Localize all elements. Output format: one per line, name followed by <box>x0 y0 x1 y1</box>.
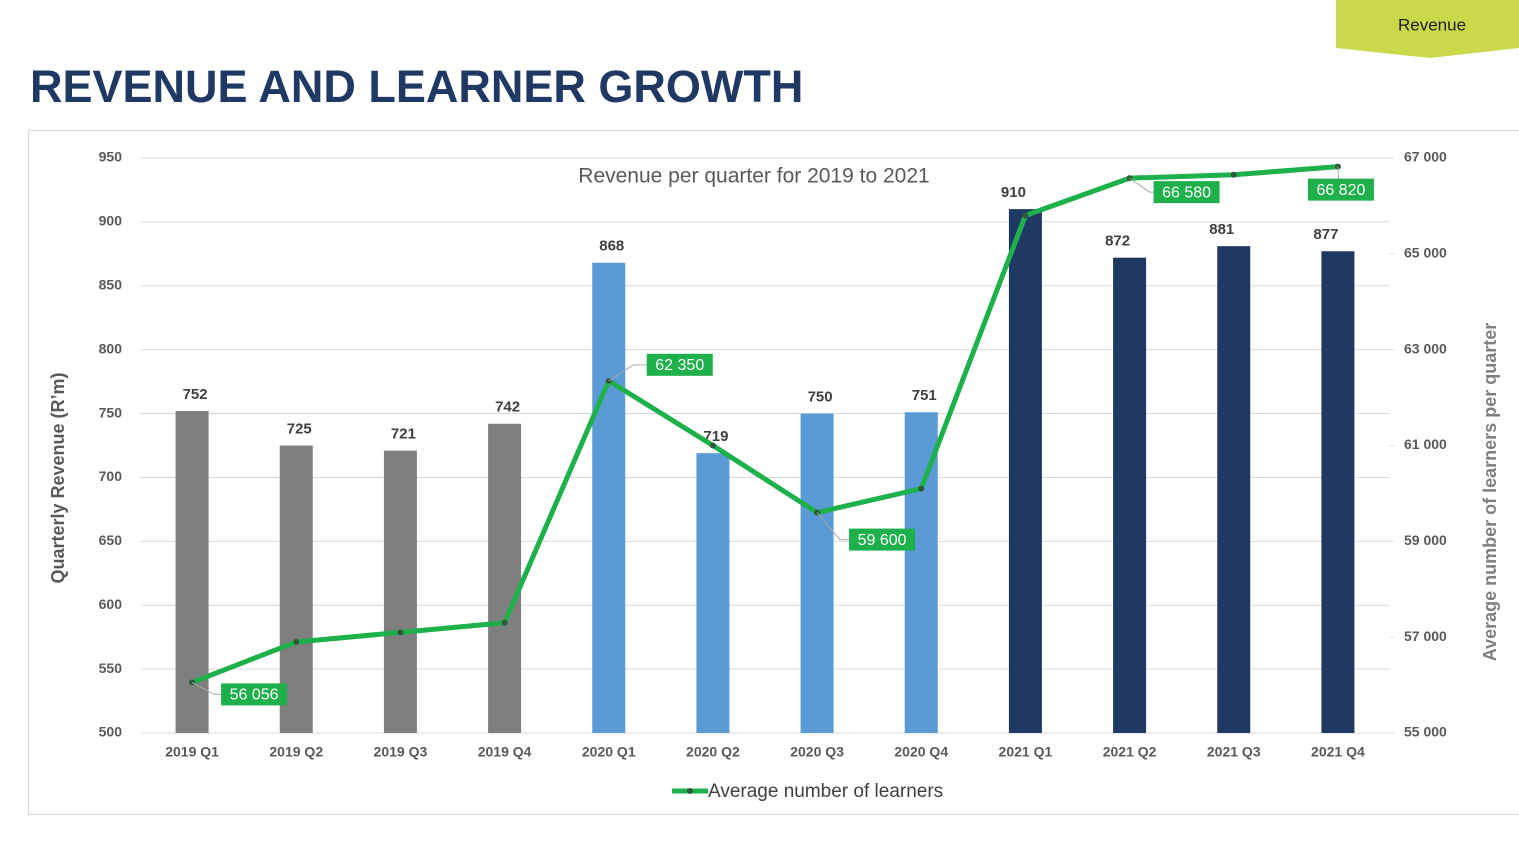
leader-line <box>608 364 650 382</box>
bar <box>383 450 417 733</box>
bar <box>1008 209 1042 734</box>
y-axis-title: Quarterly Revenue (R’m) <box>48 372 68 583</box>
y2-tick-label: 63 000 <box>1404 340 1447 356</box>
x-tick-label: 2021 Q1 <box>999 744 1053 760</box>
y2-tick-label: 57 000 <box>1404 628 1447 644</box>
line-value-label: 62 350 <box>655 357 704 374</box>
y2-tick-label: 55 000 <box>1404 724 1447 740</box>
y-tick-label: 950 <box>99 149 123 165</box>
line-label-box <box>849 528 916 551</box>
x-tick-label: 2021 Q4 <box>1311 744 1365 760</box>
bar-value-label: 752 <box>183 386 208 403</box>
chart-frame <box>28 130 1519 815</box>
line-value-label: 56 056 <box>230 687 279 704</box>
y-tick-label: 900 <box>99 213 123 229</box>
y-tick-label: 700 <box>99 468 123 484</box>
bar <box>800 413 834 733</box>
line-label-box <box>221 683 288 706</box>
bar <box>1321 251 1355 733</box>
x-tick-label: 2020 Q4 <box>894 744 948 760</box>
line-label-box <box>646 353 713 376</box>
y-tick-label: 600 <box>99 596 123 612</box>
x-tick-label: 2020 Q3 <box>790 744 844 760</box>
x-tick-label: 2019 Q2 <box>269 744 323 760</box>
y-tick-label: 750 <box>99 404 123 420</box>
x-tick-label: 2020 Q2 <box>686 744 740 760</box>
bar <box>696 453 730 733</box>
x-tick-label: 2020 Q1 <box>582 744 636 760</box>
bar <box>592 262 626 733</box>
line-value-label: 66 820 <box>1316 182 1365 199</box>
y2-tick-label: 61 000 <box>1404 436 1447 452</box>
bar-value-label: 751 <box>912 387 937 404</box>
bar-value-label: 725 <box>287 420 312 437</box>
line-marker <box>501 619 508 626</box>
bar <box>1217 246 1251 733</box>
line-marker <box>397 629 404 636</box>
y-tick-label: 500 <box>99 724 123 740</box>
bar-value-label: 877 <box>1313 226 1338 243</box>
y-tick-label: 800 <box>99 340 123 356</box>
line-value-label: 59 600 <box>858 532 907 549</box>
x-tick-label: 2019 Q4 <box>478 744 532 760</box>
y-tick-label: 550 <box>99 660 123 676</box>
line-label-box <box>1307 178 1374 201</box>
line-value-label: 66 580 <box>1162 184 1211 201</box>
bar-value-label: 910 <box>1001 184 1026 201</box>
legend-label: Average number of learners <box>708 781 943 802</box>
x-tick-label: 2021 Q2 <box>1103 744 1157 760</box>
legend-marker <box>687 788 693 794</box>
y-tick-label: 850 <box>99 276 123 292</box>
y2-tick-label: 59 000 <box>1404 532 1447 548</box>
line-series <box>191 164 1339 685</box>
bar-value-label: 750 <box>808 389 833 406</box>
tab-label: Revenue <box>1398 15 1466 34</box>
line-marker <box>1022 212 1029 219</box>
line-marker <box>293 638 300 645</box>
bar-value-label: 872 <box>1105 233 1130 250</box>
line-marker <box>709 442 716 449</box>
line-marker <box>918 485 925 492</box>
bar-value-label: 721 <box>391 426 416 443</box>
slide-title: REVENUE AND LEARNER GROWTH <box>30 61 803 112</box>
x-tick-label: 2019 Q3 <box>374 744 428 760</box>
y2-tick-label: 67 000 <box>1404 149 1447 165</box>
x-tick-label: 2019 Q1 <box>165 744 219 760</box>
bar-value-label: 742 <box>495 399 520 416</box>
chart-title: Revenue per quarter for 2019 to 2021 <box>578 165 929 188</box>
y2-axis-title: Average number of learners per quarter <box>1480 323 1500 661</box>
line-marker <box>1230 171 1237 178</box>
bar-value-label: 868 <box>599 238 624 255</box>
y2-tick-label: 65 000 <box>1404 245 1447 261</box>
x-tick-label: 2021 Q3 <box>1207 744 1261 760</box>
y-tick-label: 650 <box>99 532 123 548</box>
leader-line <box>816 512 853 541</box>
section-tab <box>1336 0 1519 58</box>
bar-value-label: 881 <box>1209 221 1234 238</box>
bar <box>1113 257 1147 733</box>
leader-line <box>191 681 225 695</box>
bar <box>488 423 522 733</box>
line-label-box <box>1153 181 1220 204</box>
